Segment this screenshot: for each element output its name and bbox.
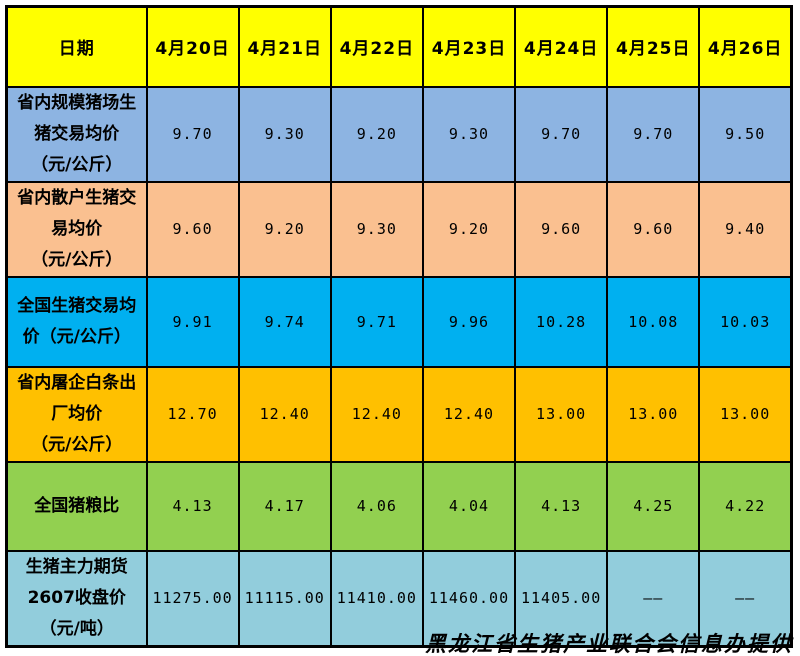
cell-national-hog-grain-ratio-4月20日: 4.13 (145, 460, 240, 552)
table-row-national-hog-grain-ratio: 全国猪粮比 4.13 4.17 4.06 4.04 4.13 4.25 4.22 (5, 460, 793, 552)
cell-province-smallholder-hog-price-4月20日: 9.60 (145, 180, 240, 278)
cell-province-scale-farm-hog-price-4月22日: 9.20 (329, 85, 424, 183)
row-label-line: 2607收盘价 (27, 587, 126, 608)
row-label-province-scale-farm-hog-price: 省内规模猪场生 猪交易均价 （元/公斤） (5, 85, 148, 183)
row-label-line: （元/公斤） (31, 249, 123, 270)
row-label-line: 易均价 (51, 218, 103, 239)
cell-province-slaughter-carcass-price-4月24日: 13.00 (514, 365, 609, 463)
cell-province-slaughter-carcass-price-4月25日: 13.00 (606, 365, 701, 463)
cell-national-hog-price-4月20日: 9.91 (145, 275, 240, 368)
cell-national-hog-price-4月21日: 9.74 (237, 275, 332, 368)
header-date-4: 4月24日 (514, 5, 609, 88)
cell-national-hog-grain-ratio-4月21日: 4.17 (237, 460, 332, 552)
cell-hog-futures-2607-close-4月22日: 11410.00 (329, 549, 424, 648)
cell-province-slaughter-carcass-price-4月26日: 13.00 (698, 365, 793, 463)
cell-province-scale-farm-hog-price-4月21日: 9.30 (237, 85, 332, 183)
cell-hog-futures-2607-close-4月25日: —— (606, 549, 701, 648)
cell-province-smallholder-hog-price-4月24日: 9.60 (514, 180, 609, 278)
row-label-hog-futures-2607-close: 生猪主力期货 2607收盘价 （元/吨） (5, 549, 148, 648)
cell-hog-futures-2607-close-4月26日: —— (698, 549, 793, 648)
cell-hog-futures-2607-close-4月20日: 11275.00 (145, 549, 240, 648)
row-label-line: （元/吨） (39, 618, 114, 639)
cell-province-smallholder-hog-price-4月21日: 9.20 (237, 180, 332, 278)
row-label-line: 省内规模猪场生 (17, 92, 137, 113)
cell-province-slaughter-carcass-price-4月21日: 12.40 (237, 365, 332, 463)
table-row-province-scale-farm-hog-price: 省内规模猪场生 猪交易均价 （元/公斤） 9.70 9.30 9.20 9.30 9.70 9.… (5, 85, 793, 183)
footer-credit: 黑龙江省生猪产业联合会信息办提供 (425, 631, 793, 656)
header-date-1: 4月21日 (237, 5, 332, 88)
row-label-line: 厂均价 (51, 403, 103, 424)
row-label-line: 省内散户生猪交 (17, 187, 137, 208)
header-date-label: 日期 (5, 5, 148, 88)
row-label-line: （元/公斤） (31, 154, 123, 175)
header-date-0: 4月20日 (145, 5, 240, 88)
cell-national-hog-grain-ratio-4月25日: 4.25 (606, 460, 701, 552)
table-row-province-slaughter-carcass-price: 省内屠企白条出 厂均价 （元/公斤） 12.70 12.40 12.40 12.40 13.0… (5, 365, 793, 463)
cell-national-hog-grain-ratio-4月22日: 4.06 (329, 460, 424, 552)
header-row: 日期 4月20日 4月21日 4月22日 4月23日 4月24日 4月25日 4月26日 (5, 5, 793, 88)
row-label-national-hog-grain-ratio: 全国猪粮比 (5, 460, 148, 552)
header-date-5: 4月25日 (606, 5, 701, 88)
row-label-province-smallholder-hog-price: 省内散户生猪交 易均价 （元/公斤） (5, 180, 148, 278)
cell-province-smallholder-hog-price-4月25日: 9.60 (606, 180, 701, 278)
header-date-2: 4月22日 (329, 5, 424, 88)
cell-province-scale-farm-hog-price-4月23日: 9.30 (421, 85, 517, 183)
cell-province-scale-farm-hog-price-4月20日: 9.70 (145, 85, 240, 183)
cell-national-hog-price-4月24日: 10.28 (514, 275, 609, 368)
cell-national-hog-grain-ratio-4月23日: 4.04 (421, 460, 517, 552)
table-row-national-hog-price: 全国生猪交易均 价（元/公斤） 9.91 9.74 9.71 9.96 10.28 10.08… (5, 275, 793, 368)
cell-province-smallholder-hog-price-4月23日: 9.20 (421, 180, 517, 278)
row-label-province-slaughter-carcass-price: 省内屠企白条出 厂均价 （元/公斤） (5, 365, 148, 463)
cell-province-scale-farm-hog-price-4月24日: 9.70 (514, 85, 609, 183)
pig-price-table: 日期 4月20日 4月21日 4月22日 4月23日 4月24日 4月25日 4月26日 省… (5, 5, 793, 648)
cell-province-slaughter-carcass-price-4月23日: 12.40 (421, 365, 517, 463)
cell-province-scale-farm-hog-price-4月26日: 9.50 (698, 85, 793, 183)
cell-national-hog-price-4月22日: 9.71 (329, 275, 424, 368)
cell-national-hog-price-4月23日: 9.96 (421, 275, 517, 368)
row-label-line: 生猪主力期货 (25, 556, 128, 577)
table-row-hog-futures-2607-close: 生猪主力期货 2607收盘价 （元/吨） 11275.00 11115.00 11410.… (5, 549, 793, 648)
cell-hog-futures-2607-close-4月23日: 11460.00 (421, 549, 517, 648)
cell-province-smallholder-hog-price-4月22日: 9.30 (329, 180, 424, 278)
cell-national-hog-price-4月25日: 10.08 (606, 275, 701, 368)
cell-province-slaughter-carcass-price-4月22日: 12.40 (329, 365, 424, 463)
table-row-province-smallholder-hog-price: 省内散户生猪交 易均价 （元/公斤） 9.60 9.20 9.30 9.20 9.60 9.60… (5, 180, 793, 278)
cell-province-scale-farm-hog-price-4月25日: 9.70 (606, 85, 701, 183)
row-label-line: 全国猪粮比 (34, 495, 120, 516)
cell-hog-futures-2607-close-4月24日: 11405.00 (514, 549, 609, 648)
cell-hog-futures-2607-close-4月21日: 11115.00 (237, 549, 332, 648)
header-date-3: 4月23日 (421, 5, 517, 88)
row-label-line: 全国生猪交易均 (17, 295, 137, 316)
cell-province-slaughter-carcass-price-4月20日: 12.70 (145, 365, 240, 463)
row-label-line: 价（元/公斤） (22, 326, 131, 347)
row-label-line: 省内屠企白条出 (17, 372, 137, 393)
cell-national-hog-grain-ratio-4月26日: 4.22 (698, 460, 793, 552)
row-label-line: 猪交易均价 (34, 123, 120, 144)
cell-national-hog-price-4月26日: 10.03 (698, 275, 793, 368)
header-date-6: 4月26日 (698, 5, 793, 88)
cell-national-hog-grain-ratio-4月24日: 4.13 (514, 460, 609, 552)
row-label-national-hog-price: 全国生猪交易均 价（元/公斤） (5, 275, 148, 368)
cell-province-smallholder-hog-price-4月26日: 9.40 (698, 180, 793, 278)
row-label-line: （元/公斤） (31, 434, 123, 455)
